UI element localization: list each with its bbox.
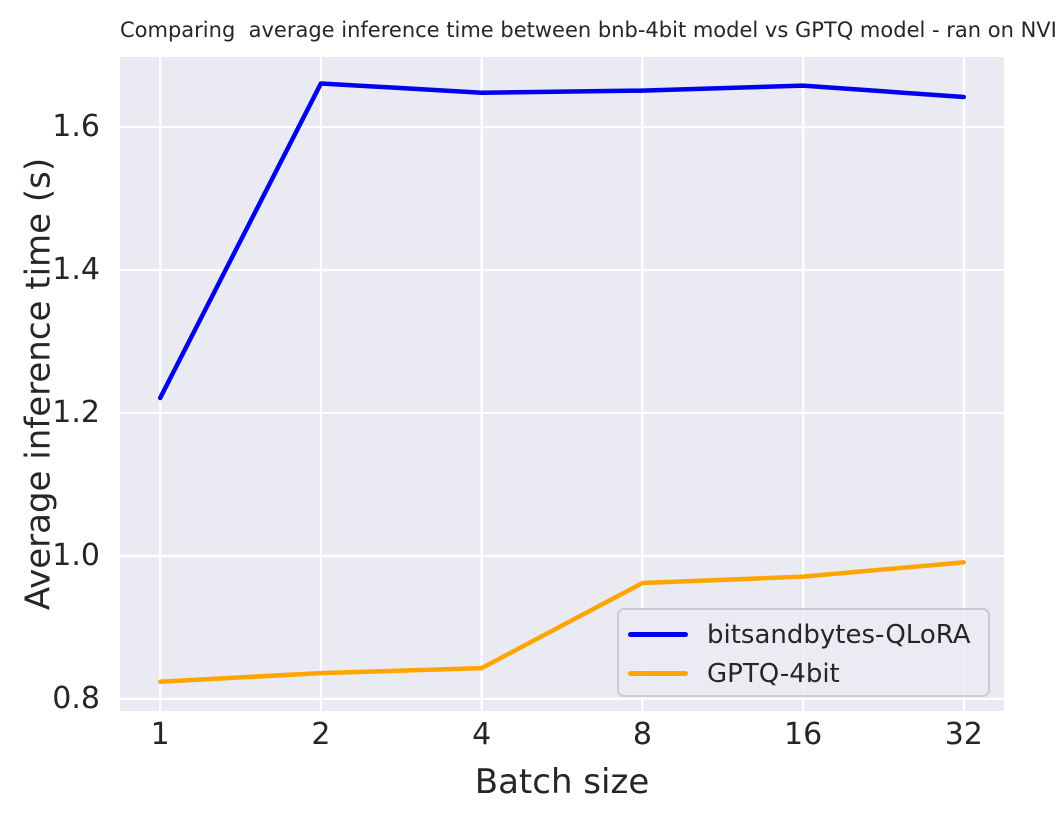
legend-item: GPTQ-4bit — [619, 654, 988, 693]
chart-canvas — [120, 57, 1004, 711]
x-tick-label: 32 — [944, 717, 983, 752]
legend: bitsandbytes-QLoRA GPTQ-4bit — [617, 608, 990, 697]
x-tick-label: 2 — [311, 717, 331, 752]
legend-item: bitsandbytes-QLoRA — [619, 615, 988, 654]
plot-area: bitsandbytes-QLoRA GPTQ-4bit — [120, 57, 1004, 711]
x-tick-label: 4 — [472, 717, 492, 752]
y-tick-label: 1.6 — [52, 109, 100, 145]
series-line-GPTQ-4bit — [157, 560, 967, 684]
x-axis-label: Batch size — [474, 762, 650, 802]
legend-label: GPTQ-4bit — [707, 658, 840, 689]
x-tick-label: 8 — [632, 717, 652, 752]
chart-title: Comparing average inference time between… — [120, 18, 1057, 42]
y-tick-label: 0.8 — [52, 680, 100, 716]
y-tick-label: 1.2 — [52, 394, 100, 430]
y-axis-label: Average inference time (s) — [18, 157, 59, 611]
legend-label: bitsandbytes-QLoRA — [707, 619, 971, 650]
x-tick-label: 1 — [150, 717, 170, 752]
y-tick-label: 1.4 — [52, 251, 100, 287]
y-tick-label: 1.0 — [52, 537, 100, 573]
series-line-bitsandbytes-QLoRA — [157, 81, 967, 401]
legend-line-swatch — [628, 671, 688, 676]
legend-line-swatch — [628, 632, 688, 637]
x-tick-label: 16 — [783, 717, 823, 752]
